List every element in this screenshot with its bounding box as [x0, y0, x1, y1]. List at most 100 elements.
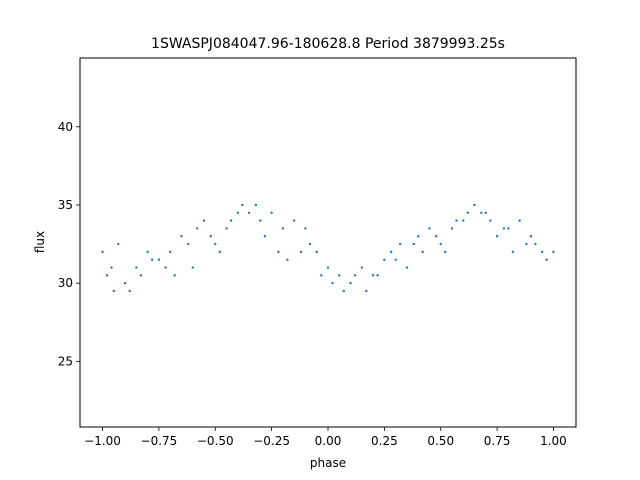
data-point: [365, 289, 368, 293]
data-point: [292, 219, 296, 222]
data-point: [525, 242, 528, 246]
data-point: [173, 274, 176, 277]
data-point: [338, 274, 341, 277]
x-tick-label: −0.25: [253, 434, 290, 448]
data-point: [112, 289, 116, 293]
data-point: [342, 289, 345, 293]
data-point: [168, 250, 172, 254]
data-point: [180, 235, 183, 238]
data-point: [389, 250, 393, 254]
data-point: [489, 219, 492, 222]
data-point: [218, 250, 221, 254]
data-point: [277, 250, 280, 254]
data-point: [150, 258, 154, 261]
data-point: [376, 274, 379, 277]
x-tick-label: −1.00: [84, 434, 121, 448]
x-axis: −1.00 −0.75 −0.50 −0.25 0.00 0.25 0.50 0.75 1.00: [84, 427, 567, 448]
data-point: [281, 227, 285, 230]
data-point: [123, 281, 127, 285]
data-point: [428, 227, 431, 230]
data-point: [135, 266, 138, 269]
data-point: [110, 266, 113, 269]
data-point: [214, 242, 217, 246]
data-point: [480, 211, 483, 214]
data-point: [398, 242, 402, 246]
data-point: [529, 235, 533, 238]
y-tick-label: 40: [58, 120, 73, 134]
data-point: [299, 250, 303, 254]
data-point: [349, 281, 352, 285]
y-tick-label: 30: [58, 276, 73, 290]
data-point: [435, 235, 438, 238]
y-axis: 25 30 35 40: [58, 120, 80, 368]
data-point: [236, 211, 240, 214]
data-point: [507, 227, 510, 230]
data-point: [196, 227, 199, 230]
x-tick-label: 0.50: [427, 434, 454, 448]
data-point: [101, 250, 104, 254]
data-point: [326, 266, 330, 269]
data-point: [254, 203, 258, 207]
data-point: [164, 266, 167, 269]
x-tick-label: −0.75: [141, 434, 178, 448]
y-tick-label: 25: [58, 354, 73, 368]
data-point: [259, 219, 262, 222]
data-point: [540, 250, 544, 254]
data-point: [263, 235, 267, 238]
data-point: [308, 242, 312, 246]
x-tick-label: −0.50: [197, 434, 234, 448]
data-point: [439, 242, 442, 246]
data-point: [117, 242, 120, 246]
data-point: [518, 219, 521, 222]
data-point: [405, 266, 409, 269]
data-point: [421, 250, 424, 254]
data-point: [455, 219, 458, 222]
data-point: [371, 274, 375, 277]
data-point: [229, 219, 233, 222]
data-point: [511, 250, 515, 254]
data-point: [466, 211, 469, 214]
data-point: [187, 242, 190, 246]
data-point: [225, 227, 228, 230]
x-tick-label: 0.00: [315, 434, 342, 448]
data-point: [320, 274, 323, 277]
data-point: [534, 242, 537, 246]
data-point: [247, 211, 251, 214]
data-point: [462, 219, 465, 222]
data-point: [444, 250, 447, 254]
data-point: [394, 258, 397, 261]
data-point: [450, 227, 454, 230]
x-tick-label: 1.00: [540, 434, 567, 448]
x-tick-label: 0.75: [484, 434, 511, 448]
data-point: [209, 235, 212, 238]
data-point: [146, 250, 149, 254]
data-point: [139, 274, 143, 277]
data-point: [412, 242, 415, 246]
y-tick-label: 35: [58, 198, 73, 212]
data-point: [202, 219, 206, 222]
data-point: [315, 250, 318, 254]
data-point: [353, 274, 357, 277]
data-point: [502, 227, 506, 230]
x-axis-label: phase: [310, 456, 346, 470]
data-point: [331, 281, 334, 285]
data-point: [545, 258, 548, 261]
data-point: [552, 250, 555, 254]
points-layer: [101, 203, 555, 293]
data-point: [270, 211, 273, 214]
data-point: [157, 258, 161, 261]
chart-title: 1SWASPJ084047.96-180628.8 Period 3879993…: [151, 36, 505, 52]
data-point: [191, 266, 194, 269]
data-point: [416, 235, 420, 238]
data-point: [383, 258, 386, 261]
data-point: [484, 211, 488, 214]
data-point: [495, 235, 499, 238]
data-point: [304, 227, 307, 230]
x-tick-label: 0.25: [371, 434, 398, 448]
data-point: [286, 258, 289, 261]
y-axis-label: flux: [33, 231, 47, 253]
data-point: [360, 266, 364, 269]
